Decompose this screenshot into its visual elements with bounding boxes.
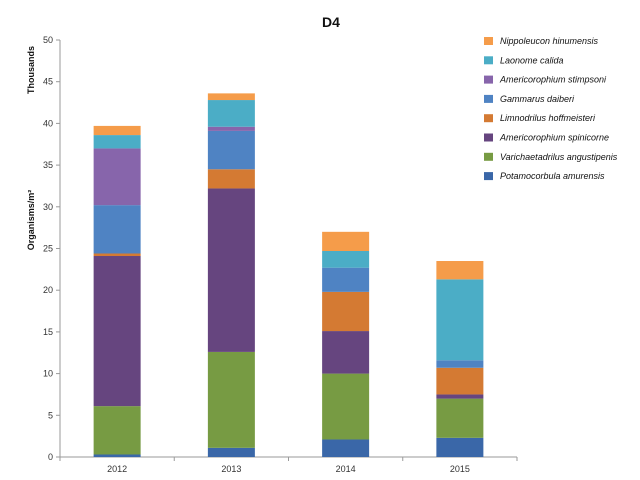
bar-segment: [207, 351, 255, 448]
y-tick-label: 10: [43, 369, 53, 379]
bar-segment: [322, 291, 370, 332]
y-tick-label: 5: [48, 410, 53, 420]
y-tick-label: 30: [43, 202, 53, 212]
bar-segment: [207, 93, 255, 101]
x-tick-label: 2015: [450, 464, 470, 474]
bar-segment: [322, 373, 370, 440]
bar-segment: [93, 253, 141, 257]
legend-label: Limnodrilus hoffmeisteri: [500, 113, 596, 123]
y-tick-label: 25: [43, 244, 53, 254]
bar-segment: [436, 360, 484, 368]
bar-segment: [93, 454, 141, 457]
legend-label: Americorophium stimpsoni: [499, 75, 607, 85]
legend-label: Varichaetadrilus angustipenis: [500, 152, 618, 162]
bar-segment: [436, 394, 484, 399]
legend-swatch: [484, 75, 493, 84]
chart-title: D4: [322, 14, 340, 30]
bar-segment: [436, 367, 484, 395]
y-tick-label: 15: [43, 327, 53, 337]
bar-segment: [93, 256, 141, 407]
legend-swatch: [484, 94, 493, 103]
x-tick-label: 2013: [221, 464, 241, 474]
y-axis-unit: Thousands: [26, 46, 36, 94]
bar-segment: [93, 125, 141, 136]
legend-label: Gammarus daiberi: [500, 94, 575, 104]
legend-label: Potamocorbula amurensis: [500, 171, 605, 181]
y-tick-label: 40: [43, 118, 53, 128]
x-tick-label: 2014: [336, 464, 356, 474]
legend: Nippoleucon hinumensis Laonome calida Amer…: [484, 36, 618, 181]
y-tick-label: 45: [43, 77, 53, 87]
legend-label: Nippoleucon hinumensis: [500, 36, 599, 46]
bar-segment: [436, 261, 484, 280]
bar-segment: [93, 205, 141, 254]
bar-segment: [322, 251, 370, 268]
bar-segment: [207, 169, 255, 189]
bar-segment: [93, 406, 141, 455]
legend-swatch: [484, 152, 493, 161]
bar-segment: [436, 398, 484, 438]
y-tick-label: 20: [43, 285, 53, 295]
bar-segment: [322, 231, 370, 252]
legend-swatch: [484, 114, 493, 123]
bar-segment: [93, 148, 141, 206]
bar-segment: [207, 447, 255, 457]
legend-swatch: [484, 172, 493, 181]
legend-swatch: [484, 133, 493, 142]
bar-segment: [436, 437, 484, 457]
bar-segment: [207, 130, 255, 170]
bar-segment: [322, 439, 370, 457]
y-tick-label: 0: [48, 452, 53, 462]
bars: [93, 93, 484, 457]
bar-segment: [207, 100, 255, 127]
legend-swatch: [484, 56, 493, 65]
bar-segment: [322, 267, 370, 292]
y-axis-title: Organisms/m²: [26, 190, 36, 251]
bar-segment: [436, 279, 484, 361]
bar-segment: [93, 135, 141, 149]
bar-segment: [322, 331, 370, 374]
y-tick-label: 50: [43, 35, 53, 45]
legend-swatch: [484, 37, 493, 45]
bar-segment: [207, 126, 255, 131]
legend-label: Laonome calida: [500, 55, 564, 65]
x-tick-label: 2012: [107, 464, 127, 474]
legend-label: Americorophium spinicorne: [499, 133, 609, 143]
y-tick-label: 35: [43, 160, 53, 170]
bar-segment: [207, 188, 255, 352]
